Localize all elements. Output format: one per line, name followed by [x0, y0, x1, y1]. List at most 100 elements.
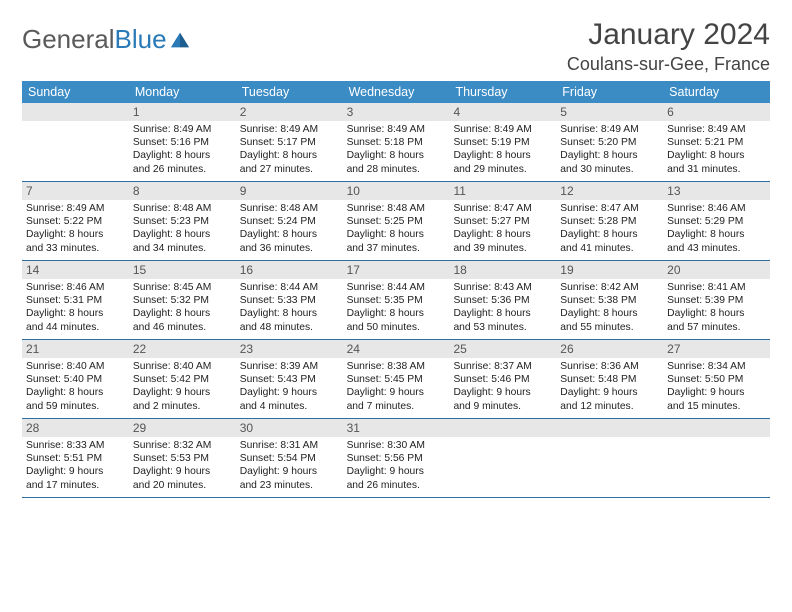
- day-cell: [556, 419, 663, 497]
- day-detail-line: Daylight: 8 hours: [667, 307, 766, 320]
- day-detail-line: Sunrise: 8:49 AM: [560, 123, 659, 136]
- day-details: Sunrise: 8:49 AMSunset: 5:19 PMDaylight:…: [449, 121, 556, 180]
- day-detail-line: Sunrise: 8:47 AM: [453, 202, 552, 215]
- day-detail-line: and 4 minutes.: [240, 400, 339, 413]
- dow-thursday: Thursday: [449, 81, 556, 103]
- day-number: [556, 419, 663, 437]
- day-detail-line: Sunrise: 8:44 AM: [347, 281, 446, 294]
- day-cell: 9Sunrise: 8:48 AMSunset: 5:24 PMDaylight…: [236, 182, 343, 260]
- day-number: 12: [556, 182, 663, 200]
- day-number: 30: [236, 419, 343, 437]
- day-detail-line: Sunset: 5:31 PM: [26, 294, 125, 307]
- day-detail-line: Sunset: 5:35 PM: [347, 294, 446, 307]
- dow-wednesday: Wednesday: [343, 81, 450, 103]
- day-detail-line: Sunrise: 8:49 AM: [133, 123, 232, 136]
- day-detail-line: Daylight: 8 hours: [26, 228, 125, 241]
- day-cell: 11Sunrise: 8:47 AMSunset: 5:27 PMDayligh…: [449, 182, 556, 260]
- logo-word-1: General: [22, 24, 115, 54]
- day-details: Sunrise: 8:31 AMSunset: 5:54 PMDaylight:…: [236, 437, 343, 496]
- day-detail-line: Sunset: 5:39 PM: [667, 294, 766, 307]
- day-detail-line: Daylight: 9 hours: [667, 386, 766, 399]
- logo-word-2: Blue: [115, 24, 167, 54]
- day-detail-line: Sunrise: 8:31 AM: [240, 439, 339, 452]
- day-detail-line: Sunset: 5:51 PM: [26, 452, 125, 465]
- day-cell: 28Sunrise: 8:33 AMSunset: 5:51 PMDayligh…: [22, 419, 129, 497]
- day-cell: 24Sunrise: 8:38 AMSunset: 5:45 PMDayligh…: [343, 340, 450, 418]
- day-detail-line: Sunset: 5:18 PM: [347, 136, 446, 149]
- day-detail-line: Sunset: 5:16 PM: [133, 136, 232, 149]
- day-detail-line: Daylight: 9 hours: [347, 386, 446, 399]
- day-detail-line: and 30 minutes.: [560, 163, 659, 176]
- day-details: Sunrise: 8:39 AMSunset: 5:43 PMDaylight:…: [236, 358, 343, 417]
- day-detail-line: Sunset: 5:48 PM: [560, 373, 659, 386]
- calendar-page: GeneralBlue January 2024 Coulans-sur-Gee…: [0, 0, 792, 516]
- day-details: Sunrise: 8:47 AMSunset: 5:28 PMDaylight:…: [556, 200, 663, 259]
- day-detail-line: Sunset: 5:17 PM: [240, 136, 339, 149]
- day-detail-line: and 23 minutes.: [240, 479, 339, 492]
- day-detail-line: Daylight: 8 hours: [26, 386, 125, 399]
- day-detail-line: and 29 minutes.: [453, 163, 552, 176]
- day-details: Sunrise: 8:49 AMSunset: 5:18 PMDaylight:…: [343, 121, 450, 180]
- day-detail-line: Sunset: 5:54 PM: [240, 452, 339, 465]
- day-detail-line: and 53 minutes.: [453, 321, 552, 334]
- day-detail-line: Daylight: 8 hours: [133, 228, 232, 241]
- day-detail-line: Sunrise: 8:40 AM: [133, 360, 232, 373]
- day-number: 1: [129, 103, 236, 121]
- day-detail-line: Daylight: 9 hours: [240, 465, 339, 478]
- day-cell: 29Sunrise: 8:32 AMSunset: 5:53 PMDayligh…: [129, 419, 236, 497]
- day-detail-line: Sunset: 5:25 PM: [347, 215, 446, 228]
- day-number: 26: [556, 340, 663, 358]
- day-cell: 26Sunrise: 8:36 AMSunset: 5:48 PMDayligh…: [556, 340, 663, 418]
- day-details: Sunrise: 8:36 AMSunset: 5:48 PMDaylight:…: [556, 358, 663, 417]
- day-detail-line: Sunrise: 8:49 AM: [453, 123, 552, 136]
- day-details: Sunrise: 8:43 AMSunset: 5:36 PMDaylight:…: [449, 279, 556, 338]
- location-label: Coulans-sur-Gee, France: [567, 54, 770, 75]
- day-detail-line: Daylight: 8 hours: [453, 228, 552, 241]
- day-detail-line: Sunset: 5:29 PM: [667, 215, 766, 228]
- day-detail-line: and 48 minutes.: [240, 321, 339, 334]
- day-cell: 19Sunrise: 8:42 AMSunset: 5:38 PMDayligh…: [556, 261, 663, 339]
- day-detail-line: and 36 minutes.: [240, 242, 339, 255]
- day-detail-line: Daylight: 8 hours: [560, 307, 659, 320]
- day-detail-line: and 33 minutes.: [26, 242, 125, 255]
- day-number: 9: [236, 182, 343, 200]
- day-details: Sunrise: 8:45 AMSunset: 5:32 PMDaylight:…: [129, 279, 236, 338]
- day-number: 23: [236, 340, 343, 358]
- day-detail-line: and 46 minutes.: [133, 321, 232, 334]
- day-detail-line: Daylight: 9 hours: [347, 465, 446, 478]
- day-details: Sunrise: 8:48 AMSunset: 5:25 PMDaylight:…: [343, 200, 450, 259]
- day-cell: 6Sunrise: 8:49 AMSunset: 5:21 PMDaylight…: [663, 103, 770, 181]
- day-detail-line: and 9 minutes.: [453, 400, 552, 413]
- day-number: 22: [129, 340, 236, 358]
- day-number: 5: [556, 103, 663, 121]
- day-number: 15: [129, 261, 236, 279]
- day-number: 11: [449, 182, 556, 200]
- dow-friday: Friday: [556, 81, 663, 103]
- day-number: [663, 419, 770, 437]
- day-details: Sunrise: 8:37 AMSunset: 5:46 PMDaylight:…: [449, 358, 556, 417]
- day-detail-line: Sunrise: 8:46 AM: [667, 202, 766, 215]
- day-details: Sunrise: 8:32 AMSunset: 5:53 PMDaylight:…: [129, 437, 236, 496]
- day-detail-line: Sunset: 5:32 PM: [133, 294, 232, 307]
- day-details: Sunrise: 8:48 AMSunset: 5:24 PMDaylight:…: [236, 200, 343, 259]
- day-detail-line: Daylight: 8 hours: [133, 307, 232, 320]
- day-cell: 12Sunrise: 8:47 AMSunset: 5:28 PMDayligh…: [556, 182, 663, 260]
- day-cell: 10Sunrise: 8:48 AMSunset: 5:25 PMDayligh…: [343, 182, 450, 260]
- day-detail-line: Daylight: 8 hours: [26, 307, 125, 320]
- day-detail-line: Sunrise: 8:44 AM: [240, 281, 339, 294]
- day-detail-line: Daylight: 9 hours: [560, 386, 659, 399]
- day-detail-line: and 50 minutes.: [347, 321, 446, 334]
- day-detail-line: Sunset: 5:23 PM: [133, 215, 232, 228]
- day-detail-line: Daylight: 9 hours: [453, 386, 552, 399]
- day-detail-line: Sunrise: 8:46 AM: [26, 281, 125, 294]
- day-detail-line: Sunrise: 8:40 AM: [26, 360, 125, 373]
- week-row: 21Sunrise: 8:40 AMSunset: 5:40 PMDayligh…: [22, 340, 770, 419]
- title-block: January 2024 Coulans-sur-Gee, France: [567, 18, 770, 75]
- day-details: Sunrise: 8:44 AMSunset: 5:35 PMDaylight:…: [343, 279, 450, 338]
- week-row: 28Sunrise: 8:33 AMSunset: 5:51 PMDayligh…: [22, 419, 770, 498]
- day-detail-line: Sunset: 5:20 PM: [560, 136, 659, 149]
- day-number: 31: [343, 419, 450, 437]
- day-detail-line: Daylight: 8 hours: [240, 228, 339, 241]
- day-detail-line: Sunset: 5:53 PM: [133, 452, 232, 465]
- day-detail-line: Sunset: 5:33 PM: [240, 294, 339, 307]
